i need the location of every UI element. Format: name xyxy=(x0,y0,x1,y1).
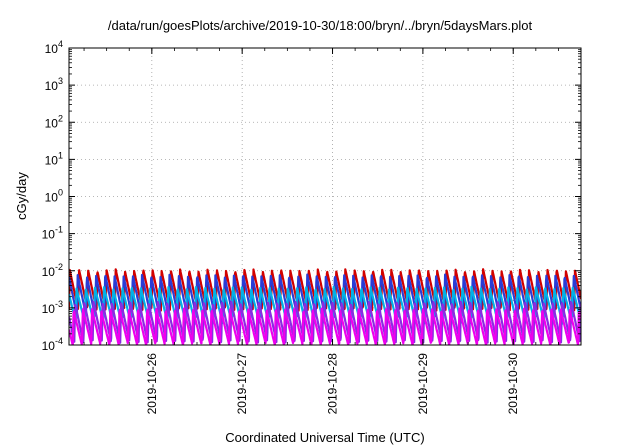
x-tick-label: 2019-10-27 xyxy=(235,353,249,415)
y-tick-label: 10-1 xyxy=(42,225,63,242)
series-line xyxy=(69,307,581,345)
y-tick-label: 10-4 xyxy=(42,336,63,353)
series-layer xyxy=(69,268,581,345)
y-tick-label: 100 xyxy=(45,188,63,205)
x-tick-label: 2019-10-30 xyxy=(506,353,520,415)
chart-title: /data/run/goesPlots/archive/2019-10-30/1… xyxy=(108,18,533,33)
y-tick-label: 10-2 xyxy=(42,262,63,279)
y-tick-label: 102 xyxy=(45,113,63,130)
y-tick-label: 104 xyxy=(45,39,63,56)
y-tick-label: 103 xyxy=(45,76,63,93)
y-tick-label: 101 xyxy=(45,150,63,167)
x-tick-label: 2019-10-29 xyxy=(416,353,430,415)
x-tick-label: 2019-10-26 xyxy=(145,353,159,415)
y-axis: 10-4 10-3 10-2 10-1 100 101 102 103 104 xyxy=(42,39,581,353)
x-axis: 2019-10-26 2019-10-27 2019-10-28 2019-10-29… xyxy=(83,48,582,415)
x-tick-label: 2019-10-28 xyxy=(326,353,340,415)
y-tick-label: 10-3 xyxy=(42,299,63,316)
x-axis-label: Coordinated Universal Time (UTC) xyxy=(225,430,424,445)
y-axis-label: cGy/day xyxy=(14,172,29,220)
